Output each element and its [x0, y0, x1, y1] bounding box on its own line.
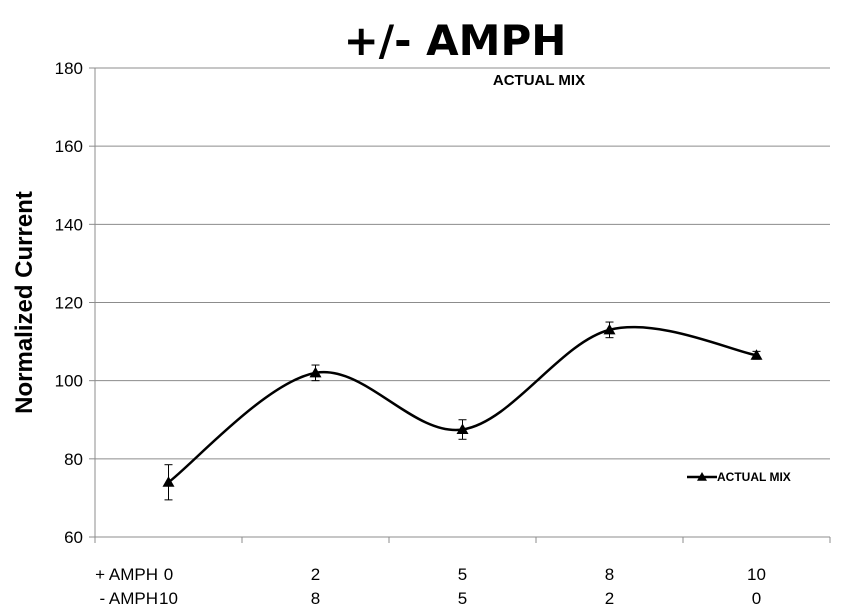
x-tick-label: 10: [747, 565, 766, 584]
y-tick-label: 140: [55, 215, 83, 234]
y-tick-label: 100: [55, 372, 83, 391]
x-tick-label: 8: [605, 565, 614, 584]
data-point: [750, 349, 763, 360]
x-row-label-minus-amph: - AMPH: [99, 589, 158, 607]
data-point: [162, 476, 175, 487]
x-tick-label: 5: [458, 589, 467, 607]
x-tick-labels: 0 2 5 8 10 10 8 5 2 0: [159, 565, 766, 607]
x-tick-label: 0: [164, 565, 173, 584]
y-tick-label: 160: [55, 137, 83, 156]
chart-subtitle: ACTUAL MIX: [493, 72, 585, 89]
data-point: [456, 423, 469, 435]
legend: ACTUAL MIX: [687, 470, 791, 484]
legend-marker: [697, 472, 707, 481]
legend-label: ACTUAL MIX: [717, 470, 791, 484]
x-tick-label: 2: [605, 589, 614, 607]
gridlines: [95, 67, 830, 460]
y-tick-label: 60: [64, 528, 83, 547]
x-tick-label: 8: [311, 589, 320, 607]
data-point: [603, 323, 616, 335]
data-point: [309, 366, 322, 378]
x-tick-label: 5: [458, 565, 467, 584]
x-tick-label: 10: [159, 589, 178, 607]
chart-title: +/- AMPH: [344, 16, 567, 65]
x-tick-label: 2: [311, 565, 320, 584]
axes: [89, 67, 831, 543]
y-tick-label: 80: [64, 450, 83, 469]
x-tick-label: 0: [752, 589, 761, 607]
plot-series: [162, 321, 763, 501]
y-axis-label: Normalized Current: [11, 191, 38, 414]
y-tick-label: 180: [55, 59, 83, 78]
y-tick-labels: 60 80 100 120 140 160 180: [55, 59, 83, 547]
x-row-label-plus-amph: + AMPH: [95, 565, 158, 584]
y-tick-label: 120: [55, 294, 83, 313]
